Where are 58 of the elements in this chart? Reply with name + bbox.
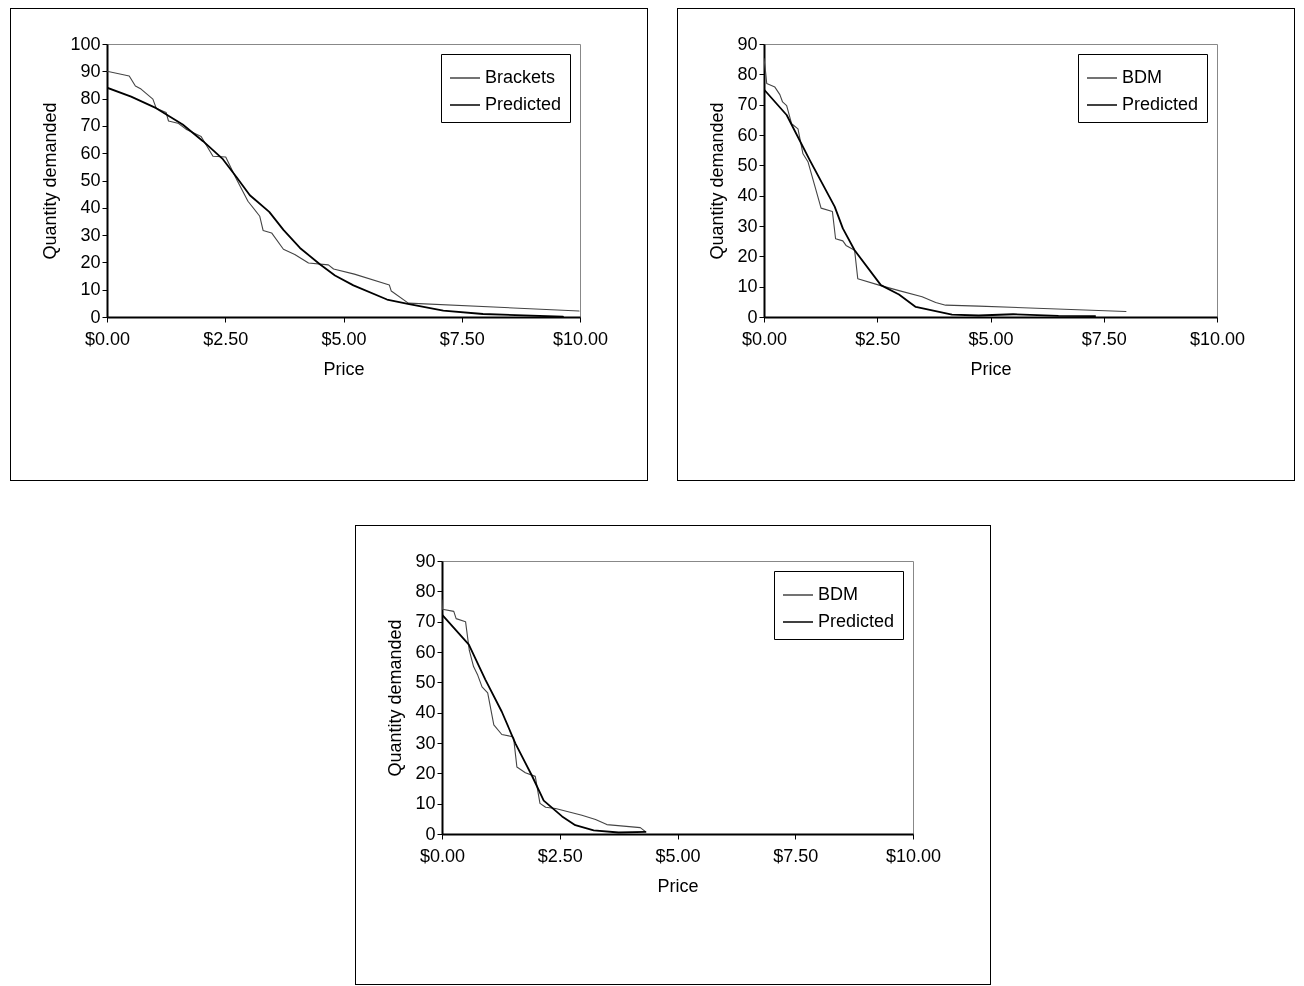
y-tick-label: 90	[737, 33, 758, 54]
y-tick-label: 10	[737, 276, 758, 297]
y-tick-label: 80	[80, 88, 101, 109]
y-tick-label: 50	[737, 154, 758, 175]
y-tick-label: 80	[415, 580, 436, 601]
y-tick-label: 40	[80, 197, 101, 218]
legend-label: Predicted	[1122, 94, 1199, 114]
y-tick-label: 70	[415, 611, 436, 632]
y-tick-label: 0	[425, 823, 436, 844]
y-tick-label: 30	[737, 215, 758, 236]
y-tick-label: 90	[415, 550, 436, 571]
y-tick-label: 10	[415, 793, 436, 814]
y-tick-label: 30	[80, 224, 101, 245]
legend-label: BDM	[1122, 67, 1162, 87]
x-axis-title: Price	[970, 358, 1012, 379]
x-tick-label: $5.00	[321, 328, 367, 349]
x-tick-label: $10.00	[552, 328, 609, 349]
x-axis-title: Price	[657, 875, 699, 896]
y-tick-label: 80	[737, 63, 758, 84]
x-tick-label: $2.50	[855, 328, 901, 349]
y-axis-title: Quantity demanded	[385, 619, 406, 777]
y-tick-label: 70	[737, 94, 758, 115]
y-tick-label: 20	[80, 251, 101, 272]
x-tick-label: $5.00	[968, 328, 1014, 349]
y-tick-label: 100	[70, 33, 101, 54]
y-tick-label: 10	[80, 279, 101, 300]
x-tick-label: $2.50	[537, 845, 583, 866]
legend-label: Predicted	[818, 611, 895, 631]
x-tick-label: $2.50	[203, 328, 249, 349]
x-tick-label: $0.00	[84, 328, 131, 349]
y-axis-title: Quantity demanded	[707, 102, 728, 260]
y-tick-label: 20	[415, 762, 436, 783]
y-tick-label: 60	[737, 124, 758, 145]
y-tick-label: 50	[80, 170, 101, 190]
x-tick-label: $10.00	[885, 845, 942, 866]
y-tick-label: 30	[415, 732, 436, 753]
y-tick-label: 70	[80, 115, 101, 136]
x-tick-label: $0.00	[419, 845, 466, 866]
y-tick-label: 40	[737, 185, 758, 206]
x-axis-title: Price	[323, 358, 365, 379]
y-tick-label: 60	[415, 641, 436, 662]
y-tick-label: 0	[747, 306, 758, 327]
legend-label: BDM	[818, 584, 858, 604]
legend-label: Brackets	[485, 67, 556, 87]
x-tick-label: $7.50	[439, 328, 485, 349]
y-tick-label: 40	[415, 702, 436, 723]
legend-label: Predicted	[485, 94, 562, 114]
y-tick-label: 90	[80, 60, 101, 81]
x-tick-label: $5.00	[655, 845, 701, 866]
x-tick-label: $10.00	[1189, 328, 1246, 349]
y-tick-label: 50	[415, 671, 436, 692]
y-axis-title: Quantity demanded	[40, 102, 61, 260]
x-tick-label: $7.50	[773, 845, 819, 866]
x-tick-label: $7.50	[1081, 328, 1127, 349]
x-tick-label: $0.00	[741, 328, 788, 349]
y-tick-label: 20	[737, 245, 758, 266]
y-tick-label: 0	[90, 306, 101, 327]
y-tick-label: 60	[80, 142, 101, 163]
